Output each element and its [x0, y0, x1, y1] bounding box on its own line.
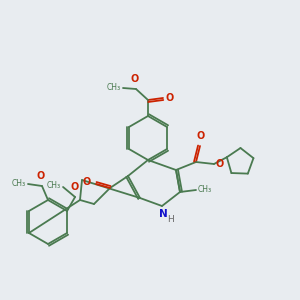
Text: CH₃: CH₃	[107, 82, 121, 91]
Text: CH₃: CH₃	[12, 178, 26, 188]
Text: H: H	[167, 215, 173, 224]
Text: O: O	[216, 159, 224, 169]
Text: CH₃: CH₃	[47, 182, 61, 190]
Text: O: O	[83, 177, 91, 187]
Text: O: O	[197, 131, 205, 141]
Text: O: O	[165, 93, 173, 103]
Text: O: O	[37, 171, 45, 181]
Text: N: N	[159, 209, 167, 219]
Text: O: O	[71, 182, 79, 192]
Text: O: O	[131, 74, 139, 84]
Text: CH₃: CH₃	[198, 184, 212, 194]
